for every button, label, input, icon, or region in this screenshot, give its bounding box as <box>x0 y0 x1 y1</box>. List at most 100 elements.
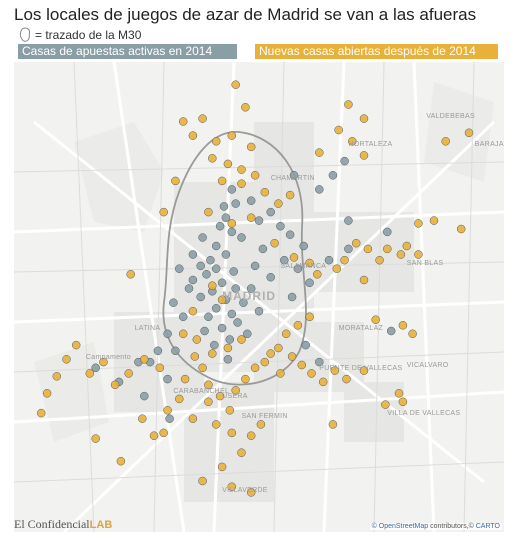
active-2014-point[interactable] <box>217 323 227 333</box>
active-2014-point[interactable] <box>276 221 285 231</box>
active-2014-point[interactable] <box>215 221 225 231</box>
active-2014-point[interactable] <box>266 207 275 217</box>
new-after-2014-point[interactable] <box>381 400 390 409</box>
new-after-2014-point[interactable] <box>211 420 221 429</box>
active-2014-point[interactable] <box>140 391 149 401</box>
new-after-2014-point[interactable] <box>398 321 408 330</box>
active-2014-point[interactable] <box>188 250 198 259</box>
new-after-2014-point[interactable] <box>274 199 283 208</box>
new-after-2014-point[interactable] <box>344 100 353 109</box>
new-after-2014-point[interactable] <box>36 408 46 418</box>
new-after-2014-point[interactable] <box>246 431 256 440</box>
new-after-2014-point[interactable] <box>456 224 466 234</box>
osm-link[interactable]: © OpenStreetMap <box>371 523 429 530</box>
new-after-2014-point[interactable] <box>363 244 373 254</box>
active-2014-point[interactable] <box>344 244 353 254</box>
active-2014-point[interactable] <box>184 284 194 293</box>
active-2014-point[interactable] <box>178 312 188 322</box>
new-after-2014-point[interactable] <box>42 389 52 398</box>
active-2014-point[interactable] <box>91 363 100 373</box>
active-2014-point[interactable] <box>315 357 324 367</box>
new-after-2014-point[interactable] <box>227 428 237 438</box>
new-after-2014-point[interactable] <box>402 241 412 251</box>
new-after-2014-point[interactable] <box>241 374 250 384</box>
new-after-2014-point[interactable] <box>313 270 322 279</box>
new-after-2014-point[interactable] <box>223 343 233 353</box>
new-after-2014-point[interactable] <box>330 366 340 375</box>
new-after-2014-point[interactable] <box>71 340 81 350</box>
active-2014-point[interactable] <box>198 233 207 242</box>
new-after-2014-point[interactable] <box>237 165 246 174</box>
new-after-2014-point[interactable] <box>289 253 299 262</box>
new-after-2014-point[interactable] <box>159 428 168 438</box>
active-2014-point[interactable] <box>202 270 211 279</box>
active-2014-point[interactable] <box>219 202 229 211</box>
new-after-2014-point[interactable] <box>155 363 165 373</box>
new-after-2014-point[interactable] <box>171 176 180 186</box>
new-after-2014-point[interactable] <box>85 369 95 378</box>
active-2014-point[interactable] <box>211 241 221 251</box>
new-after-2014-point[interactable] <box>260 357 270 367</box>
new-after-2014-point[interactable] <box>159 207 168 217</box>
new-after-2014-point[interactable] <box>246 213 256 222</box>
new-after-2014-point[interactable] <box>429 216 439 225</box>
new-after-2014-point[interactable] <box>62 355 71 364</box>
new-after-2014-point[interactable] <box>328 420 338 429</box>
new-after-2014-point[interactable] <box>276 369 285 378</box>
new-after-2014-point[interactable] <box>285 190 295 200</box>
active-2014-point[interactable] <box>301 340 310 350</box>
new-after-2014-point[interactable] <box>375 255 384 265</box>
active-2014-point[interactable] <box>175 264 184 273</box>
new-after-2014-point[interactable] <box>464 128 474 138</box>
new-after-2014-point[interactable] <box>414 250 423 259</box>
new-after-2014-point[interactable] <box>99 357 108 367</box>
active-2014-point[interactable] <box>293 264 303 273</box>
new-after-2014-point[interactable] <box>305 258 314 268</box>
new-after-2014-point[interactable] <box>116 456 126 466</box>
new-after-2014-point[interactable] <box>332 264 342 273</box>
active-2014-point[interactable] <box>328 171 338 180</box>
new-after-2014-point[interactable] <box>188 306 198 316</box>
active-2014-point[interactable] <box>221 213 231 222</box>
new-after-2014-point[interactable] <box>217 176 227 186</box>
active-2014-point[interactable] <box>324 255 334 265</box>
new-after-2014-point[interactable] <box>178 329 188 339</box>
active-2014-point[interactable] <box>280 255 289 265</box>
active-2014-point[interactable] <box>165 414 174 423</box>
active-2014-point[interactable] <box>246 284 256 293</box>
new-after-2014-point[interactable] <box>217 295 227 305</box>
active-2014-point[interactable] <box>231 199 240 208</box>
new-after-2014-point[interactable] <box>414 219 423 228</box>
active-2014-point[interactable] <box>227 309 237 319</box>
active-2014-point[interactable] <box>258 244 268 254</box>
new-after-2014-point[interactable] <box>110 380 120 390</box>
new-after-2014-point[interactable] <box>371 315 380 324</box>
active-2014-point[interactable] <box>344 216 353 225</box>
new-after-2014-point[interactable] <box>204 380 213 390</box>
new-after-2014-point[interactable] <box>208 349 217 358</box>
new-after-2014-point[interactable] <box>198 363 207 373</box>
active-2014-point[interactable] <box>254 216 264 225</box>
new-after-2014-point[interactable] <box>227 482 237 491</box>
new-after-2014-point[interactable] <box>91 434 100 443</box>
new-after-2014-point[interactable] <box>266 349 275 358</box>
new-after-2014-point[interactable] <box>287 352 297 361</box>
active-2014-point[interactable] <box>210 340 219 350</box>
active-2014-point[interactable] <box>266 272 275 282</box>
new-after-2014-point[interactable] <box>359 114 369 123</box>
new-after-2014-point[interactable] <box>211 137 221 146</box>
new-after-2014-point[interactable] <box>246 488 256 497</box>
active-2014-point[interactable] <box>163 329 172 339</box>
new-after-2014-point[interactable] <box>334 125 343 135</box>
new-after-2014-point[interactable] <box>237 335 246 344</box>
new-after-2014-point[interactable] <box>188 131 198 140</box>
new-after-2014-point[interactable] <box>225 406 235 415</box>
active-2014-point[interactable] <box>200 326 209 336</box>
new-after-2014-point[interactable] <box>260 187 270 197</box>
new-after-2014-point[interactable] <box>408 329 417 339</box>
new-after-2014-point[interactable] <box>178 117 188 126</box>
new-after-2014-point[interactable] <box>231 386 240 395</box>
new-after-2014-point[interactable] <box>188 414 198 423</box>
active-2014-point[interactable] <box>233 318 242 327</box>
new-after-2014-point[interactable] <box>217 462 227 472</box>
